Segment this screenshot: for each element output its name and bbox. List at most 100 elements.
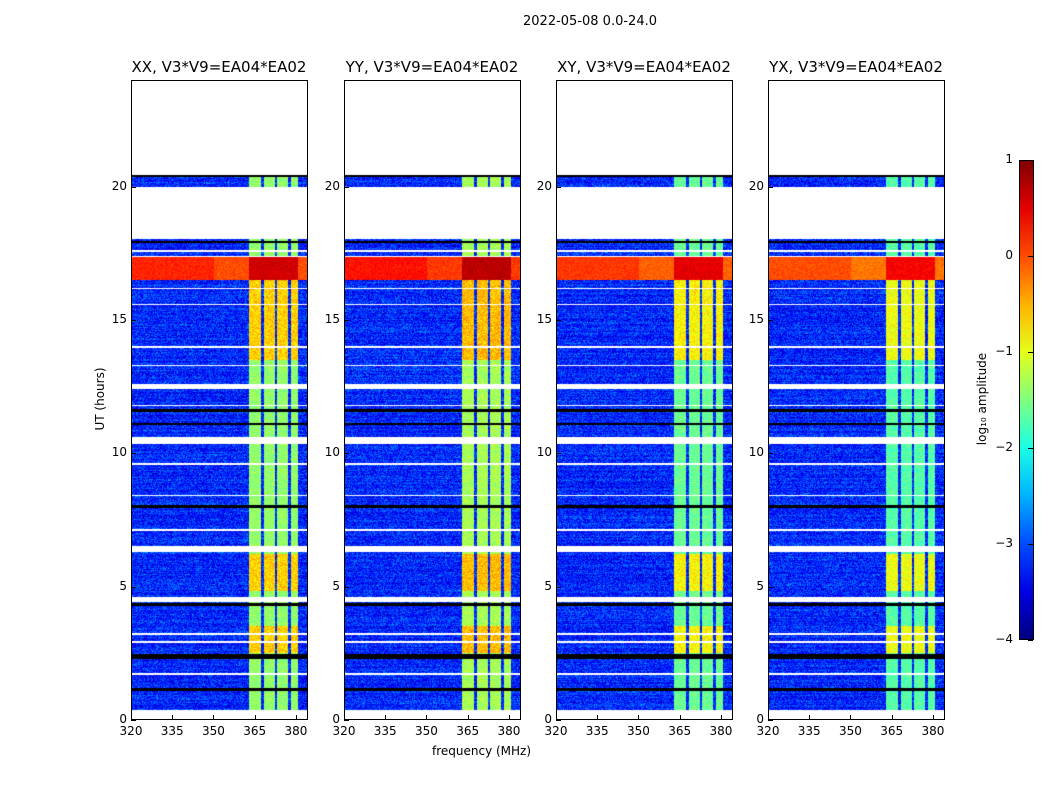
y-tick: [556, 186, 561, 188]
x-tick: [679, 715, 681, 720]
y-tick-label: 20: [111, 178, 127, 193]
y-tick-label: 0: [756, 712, 764, 726]
y-tick: [131, 720, 136, 721]
heatmap-panel: [768, 80, 945, 720]
figure-title: 2022-05-08 0.0-24.0: [523, 14, 657, 29]
y-tick-label: 20: [324, 178, 340, 193]
y-tick: [131, 586, 136, 588]
x-tick: [295, 715, 297, 720]
colorbar-tick-label: −4: [995, 632, 1013, 646]
y-tick-label: 10: [324, 445, 340, 460]
x-tick: [426, 715, 428, 720]
x-tick-label: 320: [332, 724, 356, 738]
colorbar-tick: [1028, 352, 1033, 353]
colorbar-tick: [1028, 640, 1033, 641]
x-tick: [720, 715, 722, 720]
y-tick: [344, 186, 349, 188]
heatmap-image: [557, 81, 732, 719]
x-tick: [467, 715, 469, 720]
y-axis-label: UT (hours): [93, 367, 107, 431]
y-tick: [556, 320, 561, 321]
y-tick-label: 10: [111, 445, 127, 460]
x-tick: [932, 715, 934, 720]
x-tick: [213, 715, 215, 720]
x-tick: [172, 715, 174, 720]
colorbar-tick: [1028, 256, 1033, 257]
y-tick: [768, 720, 773, 721]
x-tick-label: 335: [797, 724, 821, 738]
y-tick: [556, 720, 561, 721]
colorbar-label: log₁₀ amplitude: [975, 352, 989, 446]
colorbar-tick: [1028, 160, 1033, 161]
heatmap-image: [345, 81, 520, 719]
x-axis-label: frequency (MHz): [432, 744, 532, 758]
x-tick: [891, 715, 893, 720]
y-tick-label: 15: [748, 312, 764, 326]
y-tick: [556, 453, 561, 455]
x-tick-label: 365: [880, 724, 904, 738]
x-tick: [638, 715, 640, 720]
panel-title: YX, V3*V9=EA04*EA02: [769, 58, 943, 76]
x-tick: [809, 715, 811, 720]
colorbar-tick: [1028, 448, 1033, 449]
y-tick: [768, 453, 773, 455]
heatmap-panel: [344, 80, 521, 720]
y-tick-label: 0: [119, 712, 127, 726]
heatmap-panel: [556, 80, 733, 720]
y-tick-label: 5: [119, 578, 127, 593]
x-tick-label: 320: [119, 724, 143, 738]
y-tick-label: 5: [544, 578, 552, 593]
colorbar: [1019, 160, 1034, 640]
y-tick: [131, 453, 136, 455]
y-tick-label: 0: [544, 712, 552, 726]
y-tick-label: 0: [332, 712, 340, 726]
x-tick: [131, 715, 132, 720]
y-tick: [344, 586, 349, 588]
y-tick: [131, 186, 136, 188]
x-tick-label: 320: [756, 724, 780, 738]
colorbar-tick-label: −1: [995, 344, 1013, 358]
x-tick-label: 365: [243, 724, 267, 738]
x-tick: [254, 715, 256, 720]
y-tick-label: 15: [536, 312, 552, 326]
y-tick-label: 10: [536, 445, 552, 460]
y-tick: [344, 720, 349, 721]
x-tick: [597, 715, 599, 720]
y-tick-label: 20: [748, 178, 764, 193]
x-tick-label: 350: [202, 724, 225, 738]
x-tick: [768, 715, 769, 720]
colorbar-tick: [1028, 544, 1033, 545]
y-tick: [768, 186, 773, 188]
x-tick-label: 350: [415, 724, 438, 738]
x-tick-label: 365: [456, 724, 480, 738]
y-tick: [131, 320, 136, 321]
y-tick: [344, 453, 349, 455]
y-tick-label: 5: [332, 578, 340, 593]
x-tick: [344, 715, 345, 720]
y-tick: [768, 586, 773, 588]
y-tick-label: 10: [748, 445, 764, 460]
panel-title: XY, V3*V9=EA04*EA02: [557, 58, 731, 76]
colorbar-tick-label: 0: [1005, 248, 1013, 262]
colorbar-tick-label: 1: [1005, 152, 1013, 166]
x-tick-label: 380: [284, 724, 308, 738]
y-tick-label: 20: [536, 178, 552, 193]
heatmap-panel: [131, 80, 308, 720]
y-tick-label: 15: [324, 312, 340, 326]
x-tick-label: 380: [921, 724, 945, 738]
x-tick-label: 380: [709, 724, 733, 738]
y-tick: [344, 320, 349, 321]
heatmap-image: [769, 81, 944, 719]
heatmap-image: [132, 81, 307, 719]
x-tick-label: 335: [373, 724, 397, 738]
x-tick-label: 350: [627, 724, 650, 738]
x-tick: [508, 715, 510, 720]
x-tick-label: 365: [668, 724, 692, 738]
x-tick-label: 335: [585, 724, 609, 738]
x-tick: [385, 715, 387, 720]
y-tick: [556, 586, 561, 588]
panel-title: YY, V3*V9=EA04*EA02: [345, 58, 519, 76]
y-tick: [768, 320, 773, 321]
x-tick-label: 380: [497, 724, 521, 738]
